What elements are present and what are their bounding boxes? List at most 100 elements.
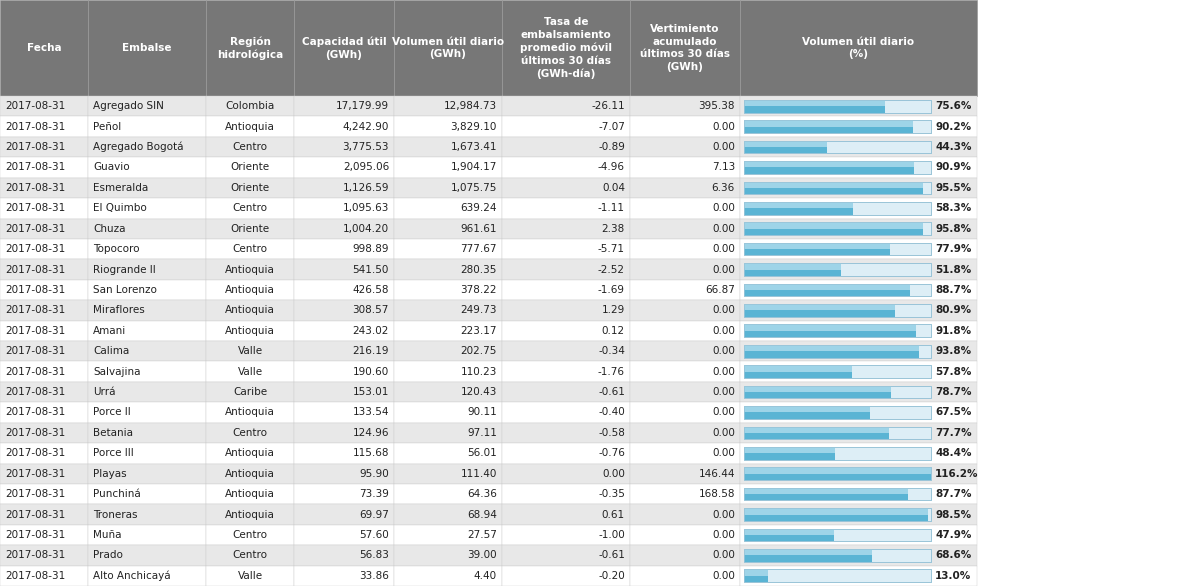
Bar: [0, 321, 88, 341]
Bar: [0, 219, 88, 239]
Bar: [744, 529, 931, 541]
Bar: [630, 443, 740, 464]
Text: 2017-08-31: 2017-08-31: [5, 244, 65, 254]
Text: 2017-08-31: 2017-08-31: [5, 428, 65, 438]
Bar: [744, 386, 931, 398]
Text: 17,179.99: 17,179.99: [335, 101, 390, 111]
Bar: [744, 161, 931, 174]
Bar: [630, 137, 740, 157]
Text: 146.44: 146.44: [698, 469, 734, 479]
Bar: [744, 222, 931, 235]
Bar: [294, 382, 394, 402]
Bar: [0, 157, 88, 178]
Bar: [744, 100, 931, 113]
Text: 4.40: 4.40: [474, 571, 497, 581]
Text: 395.38: 395.38: [698, 101, 734, 111]
Text: 0.00: 0.00: [712, 203, 734, 213]
Bar: [294, 362, 394, 382]
Text: Topocoro: Topocoro: [93, 244, 140, 254]
Bar: [206, 341, 294, 362]
Text: 3,775.53: 3,775.53: [343, 142, 390, 152]
Text: Prado: Prado: [93, 550, 122, 560]
Text: Capacidad útil
(GWh): Capacidad útil (GWh): [301, 36, 386, 60]
Text: Antioquia: Antioquia: [225, 285, 275, 295]
Bar: [740, 362, 977, 382]
Bar: [394, 321, 503, 341]
Bar: [394, 402, 503, 423]
Bar: [206, 362, 294, 382]
Bar: [88, 484, 206, 505]
Bar: [744, 222, 923, 229]
Bar: [206, 239, 294, 260]
Bar: [744, 392, 891, 398]
Text: 2017-08-31: 2017-08-31: [5, 122, 65, 132]
Bar: [206, 545, 294, 565]
Text: Caribe: Caribe: [233, 387, 267, 397]
Bar: [744, 208, 853, 214]
Text: 133.54: 133.54: [352, 407, 390, 417]
Text: 0.00: 0.00: [712, 264, 734, 275]
Bar: [294, 300, 394, 321]
Bar: [744, 120, 931, 133]
Text: 0.61: 0.61: [601, 510, 625, 520]
Text: 98.5%: 98.5%: [935, 510, 971, 520]
Text: -26.11: -26.11: [591, 101, 625, 111]
Bar: [206, 464, 294, 484]
Bar: [88, 545, 206, 565]
Bar: [744, 270, 840, 276]
Text: Tasa de
embalsamiento
promedio móvil
últimos 30 días
(GWh-día): Tasa de embalsamiento promedio móvil últ…: [520, 17, 612, 79]
Bar: [744, 413, 870, 419]
Bar: [630, 505, 740, 524]
Bar: [88, 198, 206, 219]
Text: 2017-08-31: 2017-08-31: [5, 264, 65, 275]
Text: Antioquia: Antioquia: [225, 122, 275, 132]
Bar: [503, 443, 630, 464]
Text: 1,904.17: 1,904.17: [451, 162, 497, 172]
Bar: [503, 219, 630, 239]
Text: Centro: Centro: [233, 428, 267, 438]
Bar: [744, 576, 769, 582]
Bar: [744, 488, 931, 500]
Text: El Quimbo: El Quimbo: [93, 203, 147, 213]
Text: 93.8%: 93.8%: [935, 346, 971, 356]
Text: 0.00: 0.00: [712, 346, 734, 356]
Bar: [394, 219, 503, 239]
Text: 0.00: 0.00: [712, 530, 734, 540]
Bar: [744, 386, 931, 398]
Bar: [630, 402, 740, 423]
Text: 27.57: 27.57: [467, 530, 497, 540]
Bar: [294, 219, 394, 239]
Text: 2017-08-31: 2017-08-31: [5, 367, 65, 377]
Bar: [394, 260, 503, 280]
Text: Antioquia: Antioquia: [225, 448, 275, 458]
Bar: [744, 325, 931, 337]
Bar: [206, 178, 294, 198]
Text: 190.60: 190.60: [353, 367, 390, 377]
Bar: [88, 157, 206, 178]
Bar: [744, 549, 931, 562]
Bar: [744, 243, 890, 249]
Text: -7.07: -7.07: [598, 122, 625, 132]
Bar: [630, 239, 740, 260]
Text: 97.11: 97.11: [467, 428, 497, 438]
Text: 2017-08-31: 2017-08-31: [5, 183, 65, 193]
Text: 77.9%: 77.9%: [935, 244, 971, 254]
Bar: [394, 443, 503, 464]
Text: 202.75: 202.75: [460, 346, 497, 356]
Bar: [744, 529, 931, 541]
Bar: [394, 157, 503, 178]
Text: Valle: Valle: [238, 571, 262, 581]
Text: -2.52: -2.52: [598, 264, 625, 275]
Bar: [0, 464, 88, 484]
Bar: [394, 137, 503, 157]
Bar: [630, 117, 740, 137]
Bar: [88, 300, 206, 321]
Bar: [0, 0, 88, 96]
Bar: [503, 545, 630, 565]
Text: 111.40: 111.40: [460, 469, 497, 479]
Bar: [744, 100, 885, 106]
Bar: [744, 120, 912, 127]
Bar: [503, 239, 630, 260]
Bar: [744, 304, 896, 311]
Bar: [394, 545, 503, 565]
